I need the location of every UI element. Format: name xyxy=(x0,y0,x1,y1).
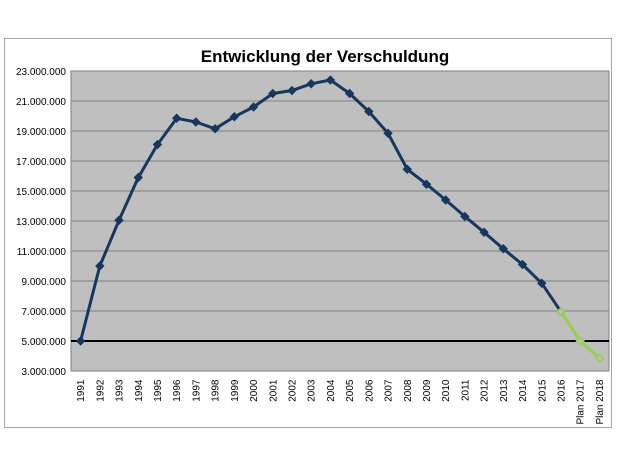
x-axis-ticks: 1991 1992 1993 1994 1995 1996 1997 1998 1999 2000… xyxy=(76,379,606,424)
chart-frame: Entwicklung der Verschuldung 3.000.000 5.… xyxy=(4,38,612,428)
x-tick-label: 2006 xyxy=(364,379,375,402)
x-tick-label: Plan 2017 xyxy=(576,379,587,424)
series-line-0 xyxy=(79,78,563,343)
data-point-marker xyxy=(114,215,124,225)
data-point-marker xyxy=(210,124,220,134)
data-point-marker xyxy=(248,102,259,112)
y-tick-label: 3.000.000 xyxy=(22,367,67,378)
y-axis-ticks: 3.000.000 5.000.000 7.000.000 9.000.000 11.0… xyxy=(16,67,66,378)
x-tick-label: 1997 xyxy=(191,379,202,402)
x-tick-label: 2007 xyxy=(384,379,395,402)
data-point-marker xyxy=(229,112,240,122)
x-tick-label: 1991 xyxy=(76,379,87,402)
data-point-marker xyxy=(152,139,163,150)
data-point-marker xyxy=(575,336,586,346)
y-tick-label: 5.000.000 xyxy=(22,337,67,348)
data-point-marker xyxy=(364,106,374,117)
data-point-marker xyxy=(537,278,547,288)
x-tick-label: 2013 xyxy=(499,379,510,402)
debt-line-chart: Entwicklung der Verschuldung 3.000.000 5.… xyxy=(16,47,610,425)
x-tick-label: 2015 xyxy=(537,379,548,402)
y-tick-label: 17.000.000 xyxy=(16,157,66,168)
x-tick-label: 2011 xyxy=(460,379,471,401)
data-point-marker xyxy=(383,128,393,138)
data-point-marker xyxy=(95,261,105,271)
data-point-marker xyxy=(440,195,451,205)
x-tick-label: 1994 xyxy=(134,379,145,402)
x-tick-label: 2004 xyxy=(326,379,337,402)
x-tick-label: 1998 xyxy=(211,379,222,402)
x-tick-label: 2008 xyxy=(403,379,414,402)
x-tick-label: 1992 xyxy=(95,379,106,402)
x-tick-label: 2012 xyxy=(480,379,491,402)
data-point-marker xyxy=(171,113,182,123)
data-point-marker xyxy=(325,75,336,85)
x-tick-label: 2002 xyxy=(287,379,298,402)
x-tick-label: 2010 xyxy=(441,379,452,402)
x-tick-label: 2001 xyxy=(268,379,279,402)
y-tick-label: 15.000.000 xyxy=(16,187,66,198)
data-point-marker xyxy=(268,88,278,99)
data-point-marker xyxy=(191,117,201,127)
x-tick-label: 2014 xyxy=(518,379,529,402)
data-point-marker xyxy=(75,336,86,346)
x-tick-label: 2016 xyxy=(556,379,567,402)
y-tick-label: 11.000.000 xyxy=(17,247,67,258)
data-point-marker xyxy=(306,79,316,89)
x-tick-label: 1996 xyxy=(172,379,183,402)
data-point-marker xyxy=(421,179,432,189)
y-tick-label: 21.000.000 xyxy=(16,97,66,108)
series-layer xyxy=(75,75,605,364)
chart-title: Entwicklung der Verschuldung xyxy=(201,47,449,66)
y-tick-label: 23.000.000 xyxy=(16,67,66,78)
data-point-marker xyxy=(517,259,528,270)
data-point-marker xyxy=(133,172,143,183)
data-point-marker xyxy=(460,211,470,222)
y-tick-label: 19.000.000 xyxy=(16,127,66,138)
data-point-marker xyxy=(344,88,355,99)
x-tick-label: Plan 2018 xyxy=(595,379,606,424)
data-point-marker xyxy=(498,244,509,254)
x-tick-label: 2005 xyxy=(345,379,356,402)
data-point-marker xyxy=(594,353,605,364)
y-tick-label: 7.000.000 xyxy=(22,307,67,318)
x-tick-label: 2003 xyxy=(307,379,318,402)
data-point-marker xyxy=(287,85,297,96)
x-tick-label: 2009 xyxy=(422,379,433,402)
y-tick-label: 13.000.000 xyxy=(16,217,66,228)
data-point-marker xyxy=(556,306,566,317)
x-tick-label: 1999 xyxy=(230,379,241,402)
x-tick-label: 1995 xyxy=(153,379,164,402)
data-point-marker xyxy=(402,164,412,174)
y-tick-label: 9.000.000 xyxy=(22,277,67,288)
x-tick-label: 2000 xyxy=(249,379,260,402)
data-point-marker xyxy=(479,227,489,237)
x-tick-label: 1993 xyxy=(115,379,126,402)
